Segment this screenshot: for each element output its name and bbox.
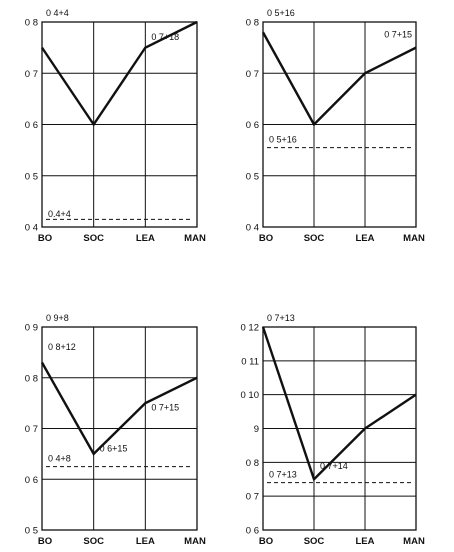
x-tick-label: MAN xyxy=(403,536,425,547)
panel-frame xyxy=(262,326,417,531)
panel-frame xyxy=(41,326,198,531)
chart-panel-1: 0 4 0 5 0 6 0 7 0 8 BO SOC LEA MAN 0 4+4 0 7+18 0.4… xyxy=(25,8,206,244)
y-tick-label: 0 7 xyxy=(25,424,38,435)
y-tick-label: 0 5 xyxy=(246,171,259,182)
x-tick-label: LEA xyxy=(356,233,375,244)
annotation-label: 0 5+16 xyxy=(267,8,295,18)
annotation-label: 0 7+14 xyxy=(320,461,348,471)
annotation-label: 0 7+15 xyxy=(384,29,412,39)
x-tick-label: LEA xyxy=(136,536,155,547)
annotation-label: 0 5+16 xyxy=(269,134,297,144)
annotation-label: 0 6+15 xyxy=(100,443,128,453)
annotation-label: 0 7+13 xyxy=(267,313,295,323)
annotation-label: 0 9+8 xyxy=(46,313,69,323)
panel-frame xyxy=(41,21,198,228)
x-tick-label: SOC xyxy=(83,233,104,244)
annotation-label: 0 7+15 xyxy=(151,403,179,413)
series-line xyxy=(261,326,417,482)
y-tick-label: 0 7 xyxy=(25,69,38,80)
y-tick-label: 0 8 xyxy=(25,373,38,384)
y-tick-label: 0 4 xyxy=(246,223,259,234)
x-tick-label: SOC xyxy=(304,536,325,547)
x-tick-label: MAN xyxy=(184,536,206,547)
y-tick-label: 0 6 xyxy=(246,526,259,537)
annotation-label: 0 7+13 xyxy=(269,470,297,480)
chart-panel-4: 0 6 0 7 0 8 9 0 10 0 11 0 12 BO SOC LEA MAN 0 7+13 0… xyxy=(241,313,425,547)
series-line xyxy=(40,361,198,456)
chart-panel-3: 0 5 0 6 0 7 0 8 0 9 BO SOC LEA MAN 0 9+8 0 8+12 0 7… xyxy=(25,313,206,547)
x-tick-label: SOC xyxy=(83,536,104,547)
annotation-label: 0 4+4 xyxy=(46,8,69,18)
annotation-label: 0 8+12 xyxy=(48,342,76,352)
y-tick-label: 0 6 xyxy=(25,475,38,486)
y-tick-label: 0 12 xyxy=(241,323,260,334)
y-tick-label: 0 8 xyxy=(25,18,38,29)
annotation-label: 0 7+18 xyxy=(151,32,179,42)
x-tick-label: BO xyxy=(38,536,52,547)
y-tick-label: 0 11 xyxy=(241,356,259,367)
y-tick-label: 0 5 xyxy=(25,171,38,182)
series-line xyxy=(41,20,198,127)
x-tick-label: MAN xyxy=(403,233,425,244)
y-tick-label: 0 8 xyxy=(246,458,259,469)
y-tick-label: 0 6 xyxy=(25,120,38,131)
annotation-label: 0 4+8 xyxy=(48,453,71,463)
x-tick-label: BO xyxy=(259,233,273,244)
x-tick-label: SOC xyxy=(304,233,325,244)
x-tick-label: BO xyxy=(38,233,52,244)
x-tick-label: LEA xyxy=(136,233,155,244)
y-tick-label: 0 7 xyxy=(246,492,259,503)
y-tick-label: 0 4 xyxy=(25,223,38,234)
x-tick-label: LEA xyxy=(356,536,375,547)
chart-panel-2: 0 4 0 5 0 6 0 7 0 8 BO SOC LEA MAN 0 5+16 0 7+15 0 … xyxy=(246,8,425,244)
x-tick-label: BO xyxy=(259,536,273,547)
y-tick-label: 9 xyxy=(254,424,259,435)
y-tick-label: 0 10 xyxy=(241,390,260,401)
y-tick-label: 0 7 xyxy=(246,69,259,80)
y-tick-label: 0 9 xyxy=(25,323,38,334)
annotation-label: 0.4+4 xyxy=(48,209,71,219)
series-line xyxy=(261,31,417,127)
y-tick-label: 0 6 xyxy=(246,120,259,131)
y-tick-label: 0 5 xyxy=(25,526,38,537)
panel-frame xyxy=(262,21,417,228)
x-tick-label: MAN xyxy=(184,233,206,244)
y-tick-label: 0 8 xyxy=(246,18,259,29)
